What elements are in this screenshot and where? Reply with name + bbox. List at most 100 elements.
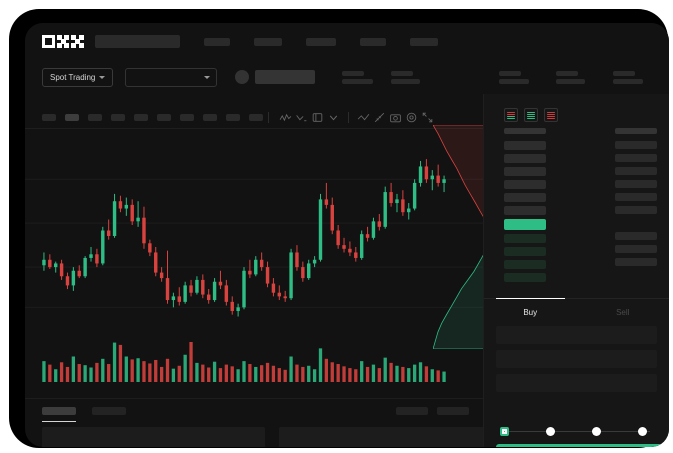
timeframe-button-9[interactable] [226, 114, 240, 121]
timeframe-button-6[interactable] [157, 114, 171, 121]
order-book-amount-cell [615, 206, 657, 214]
timeframe-button-5[interactable] [134, 114, 148, 121]
tab-buy[interactable]: Buy [484, 298, 577, 326]
timeframe-button-10[interactable] [249, 114, 263, 121]
order-book-amount-header [615, 128, 657, 134]
timeframe-button-4[interactable] [111, 114, 125, 121]
orders-card-1[interactable] [42, 427, 265, 447]
order-book-ask-row[interactable] [504, 141, 546, 150]
order-book-view-modes [504, 108, 558, 122]
logo-letter-k [56, 35, 70, 48]
stat-value [613, 78, 644, 84]
order-entry-form [484, 326, 669, 398]
measure-icon[interactable] [373, 111, 386, 124]
order-book-spread-row[interactable] [504, 219, 546, 230]
nav-links [204, 37, 438, 46]
order-book-ask-row[interactable] [504, 180, 546, 189]
toolbar-divider [268, 112, 269, 123]
orders-tab-open[interactable] [42, 407, 76, 415]
slider-step-1[interactable] [546, 427, 555, 436]
order-book-ask-row[interactable] [504, 206, 546, 215]
order-price-input[interactable] [496, 326, 657, 344]
slider-step-2[interactable] [592, 427, 601, 436]
order-book-mode-asks[interactable] [544, 108, 558, 122]
order-book-amount-cell [615, 232, 657, 240]
submit-buy-order-button[interactable] [496, 444, 669, 447]
amount-percent-slider[interactable] [500, 427, 650, 437]
order-book-ask-row[interactable] [504, 167, 546, 176]
toolbar-divider [348, 112, 349, 123]
indicator-icon[interactable] [279, 111, 292, 124]
nav-item-4[interactable] [360, 37, 386, 46]
slider-step-0[interactable] [500, 427, 509, 436]
timeframe-buttons [42, 114, 263, 121]
order-book-amount-cell [615, 193, 657, 201]
stat-block-3 [499, 70, 530, 84]
global-search-input[interactable] [95, 35, 180, 48]
orders-tab-1-wrap [42, 407, 76, 415]
order-book-ask-row[interactable] [504, 193, 546, 202]
orders-card-2[interactable] [279, 427, 502, 447]
order-book-amount-cell [615, 245, 657, 253]
fullscreen-icon[interactable] [421, 111, 434, 124]
order-book-bid-row[interactable] [504, 273, 546, 282]
orders-action-2[interactable] [437, 407, 469, 415]
order-book-mode-bids[interactable] [524, 108, 538, 122]
order-book-mode-both[interactable] [504, 108, 518, 122]
order-book-bid-row[interactable] [504, 247, 546, 256]
app-screen: Spot Trading [25, 23, 669, 447]
stat-value [556, 78, 586, 84]
nav-item-2[interactable] [254, 37, 282, 46]
compare-icon[interactable] [295, 111, 308, 124]
settings-icon[interactable] [405, 111, 418, 124]
order-amount-input[interactable] [496, 350, 657, 368]
orders-cards [42, 427, 502, 447]
slider-step-3[interactable] [638, 427, 647, 436]
nav-item-3[interactable] [306, 37, 336, 46]
camera-icon[interactable] [389, 111, 402, 124]
buy-sell-tabs: Buy Sell [484, 298, 669, 326]
template-icon[interactable] [311, 111, 324, 124]
timeframe-button-1[interactable] [42, 114, 56, 121]
stat-block-5 [613, 70, 644, 84]
orders-tab-history[interactable] [92, 407, 126, 415]
timeframe-button-8[interactable] [203, 114, 217, 121]
nav-item-5[interactable] [410, 37, 438, 46]
orders-action-1[interactable] [396, 407, 428, 415]
order-book-amount-cell [615, 180, 657, 188]
order-book-amount-cell [615, 258, 657, 266]
order-book-ask-row[interactable] [504, 154, 546, 163]
timeframe-button-2[interactable] [65, 114, 79, 121]
order-book-amount-cell [615, 141, 657, 149]
chevron-down-icon [99, 75, 106, 79]
top-navigation-bar [25, 23, 669, 60]
timeframe-button-3[interactable] [88, 114, 102, 121]
order-book-bid-row[interactable] [504, 260, 546, 269]
slider-track [504, 431, 650, 432]
market-type-selector[interactable]: Spot Trading [42, 67, 114, 87]
order-book-bid-row[interactable] [504, 234, 546, 243]
coin-avatar [235, 70, 250, 84]
volume-plot [42, 342, 446, 382]
order-total-input[interactable] [496, 374, 657, 392]
stat-label [499, 70, 522, 76]
chevron-down-icon[interactable] [327, 111, 340, 124]
order-book-price-column[interactable] [504, 128, 546, 286]
stat-label [391, 70, 414, 76]
line-tool-icon[interactable] [357, 111, 370, 124]
nav-item-1[interactable] [204, 37, 230, 46]
orders-tabs [42, 407, 126, 415]
order-book-header [504, 128, 546, 134]
okx-logo-icon[interactable] [42, 35, 84, 49]
tab-sell[interactable]: Sell [616, 308, 630, 317]
candlestick-plot [25, 159, 483, 317]
chevron-down-icon [204, 75, 211, 79]
trading-pair-selector[interactable] [125, 67, 218, 87]
stat-label [613, 70, 636, 76]
chart-tool-buttons [279, 111, 434, 124]
candlestick-chart[interactable] [25, 129, 483, 334]
orders-actions [396, 407, 469, 415]
timeframe-button-7[interactable] [180, 114, 194, 121]
stat-value [391, 78, 421, 84]
